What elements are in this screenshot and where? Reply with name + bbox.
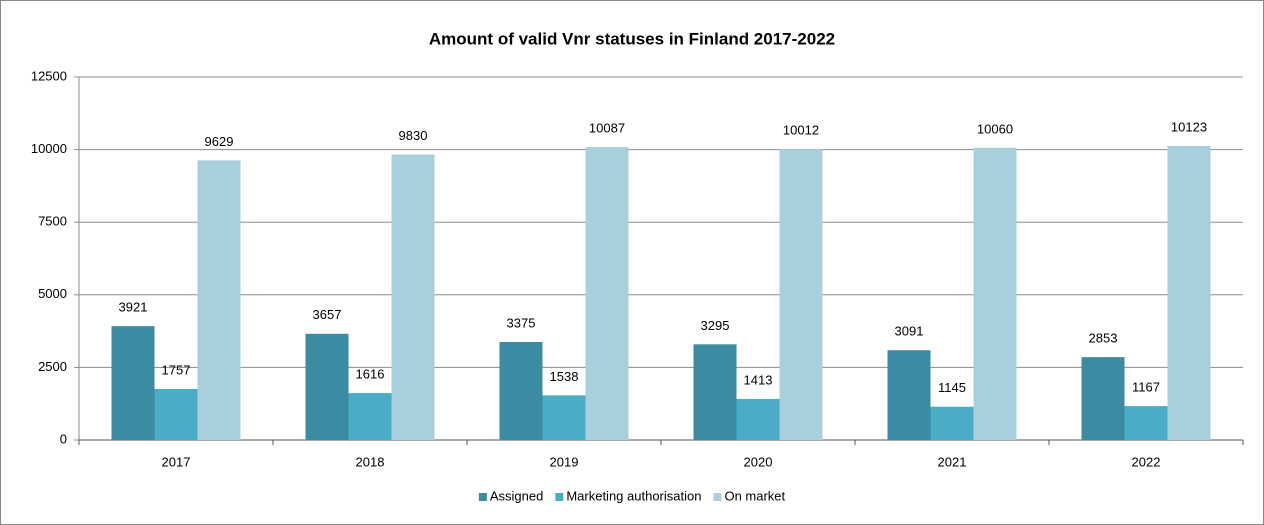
x-tick-label: 2019 [550, 454, 579, 469]
bar [585, 147, 629, 440]
x-tick-label: 2017 [162, 454, 191, 469]
x-tick-label: 2022 [1132, 454, 1161, 469]
data-label: 1167 [1132, 380, 1160, 395]
bar [693, 344, 737, 440]
bar [1124, 406, 1168, 440]
legend-label: On market [724, 488, 785, 503]
chart-title: Amount of valid Vnr statuses in Finland … [429, 29, 835, 48]
bar [111, 326, 155, 440]
x-tick-label: 2020 [744, 454, 773, 469]
bar [973, 147, 1017, 440]
data-label: 3657 [313, 307, 342, 322]
data-label: 9830 [399, 128, 428, 143]
legend-swatch [478, 493, 487, 501]
bar [779, 149, 823, 440]
y-tick-label: 0 [60, 431, 67, 446]
bar [348, 393, 392, 440]
bar [930, 406, 974, 440]
bar [197, 160, 241, 440]
data-label: 3921 [119, 300, 148, 315]
data-label: 10123 [1171, 119, 1207, 134]
legend-swatch [713, 493, 722, 501]
x-tick-label: 2018 [356, 454, 385, 469]
data-label: 1757 [162, 362, 191, 377]
data-label: 1538 [550, 369, 579, 384]
bar [542, 395, 586, 440]
bar [305, 333, 349, 440]
y-tick-label: 7500 [38, 214, 67, 229]
bar [1081, 357, 1125, 440]
data-label: 10087 [589, 121, 625, 136]
legend-label: Marketing authorisation [566, 488, 701, 503]
bar [154, 388, 198, 440]
y-tick-label: 12500 [31, 68, 67, 83]
data-label: 1145 [938, 380, 966, 395]
x-tick-label: 2021 [938, 454, 967, 469]
data-label: 3091 [895, 324, 924, 339]
data-label: 9629 [205, 134, 234, 149]
data-label: 3375 [507, 315, 536, 330]
data-label: 2853 [1089, 331, 1118, 346]
legend-label: Assigned [490, 488, 543, 503]
bar [736, 398, 780, 440]
data-label: 10012 [783, 123, 819, 138]
data-label: 1413 [744, 372, 773, 387]
bar [887, 350, 931, 440]
bar [1167, 146, 1211, 440]
data-label: 3295 [701, 318, 730, 333]
y-tick-label: 2500 [38, 359, 67, 374]
data-label: 1616 [356, 367, 385, 382]
bar [499, 341, 543, 440]
y-tick-label: 5000 [38, 286, 67, 301]
legend-swatch [555, 493, 564, 501]
y-tick-label: 10000 [31, 141, 67, 156]
bar [391, 154, 435, 440]
data-label: 10060 [977, 121, 1013, 136]
